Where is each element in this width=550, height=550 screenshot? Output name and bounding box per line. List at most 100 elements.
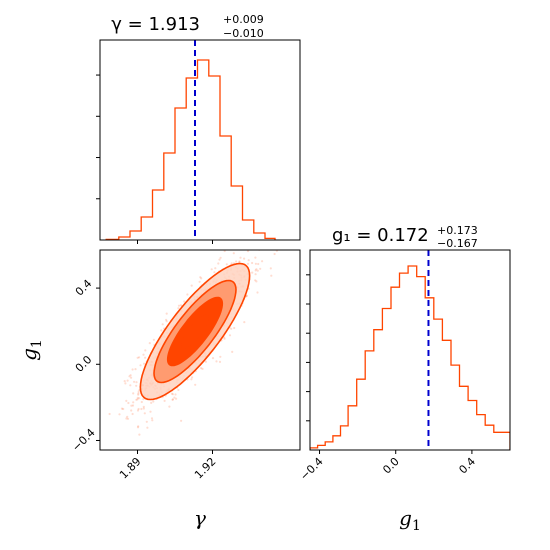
sample-point bbox=[127, 401, 130, 405]
sample-point bbox=[194, 383, 197, 386]
sample-point bbox=[136, 398, 139, 401]
sample-point bbox=[160, 329, 163, 332]
sample-point bbox=[130, 376, 133, 379]
y-tick-label: 0.0 bbox=[73, 353, 95, 375]
sample-point bbox=[255, 268, 258, 271]
sample-point bbox=[149, 410, 152, 413]
sample-point bbox=[165, 312, 168, 315]
y-tick-label: 0.4 bbox=[73, 277, 95, 299]
sample-point bbox=[230, 262, 233, 265]
joint-yticks: −0.4 0.0 0.4 bbox=[70, 277, 100, 454]
sample-point bbox=[171, 398, 174, 401]
sample-point bbox=[198, 280, 201, 283]
sample-point bbox=[136, 426, 140, 429]
sample-point bbox=[125, 417, 128, 420]
sample-point bbox=[230, 327, 233, 330]
sample-point bbox=[138, 433, 141, 436]
sample-point bbox=[152, 455, 154, 457]
sample-point bbox=[171, 393, 174, 396]
sample-point bbox=[125, 399, 128, 402]
sample-point bbox=[190, 284, 193, 287]
gamma-title-err-minus: −0.010 bbox=[223, 27, 264, 40]
sample-point bbox=[171, 398, 174, 401]
sample-point bbox=[254, 273, 257, 276]
x-tick-label: 1.92 bbox=[192, 455, 219, 482]
sample-point bbox=[168, 405, 171, 408]
sample-point bbox=[128, 375, 131, 378]
sample-point bbox=[243, 257, 246, 260]
sample-point bbox=[132, 401, 135, 404]
sample-point bbox=[144, 356, 147, 359]
sample-point bbox=[254, 262, 257, 265]
panel-joint-density: 1.89 1.92 −0.4 0.0 0.4 bbox=[70, 218, 301, 482]
sample-point bbox=[136, 396, 139, 399]
sample-point bbox=[233, 326, 236, 330]
sample-point bbox=[273, 252, 276, 256]
x-tick-label: −0.4 bbox=[298, 455, 326, 483]
sample-point bbox=[215, 360, 218, 363]
sample-point bbox=[131, 368, 134, 371]
sample-point bbox=[165, 318, 168, 321]
sample-point bbox=[248, 246, 250, 248]
sample-point bbox=[246, 262, 250, 265]
sample-point bbox=[151, 419, 154, 422]
sample-point bbox=[235, 260, 238, 263]
sample-point bbox=[122, 407, 125, 411]
g1-histogram-frame bbox=[309, 249, 511, 451]
sample-point bbox=[269, 267, 272, 270]
sample-point bbox=[219, 355, 222, 358]
sample-point bbox=[219, 256, 222, 259]
sample-point bbox=[180, 419, 183, 422]
sample-point bbox=[191, 376, 194, 379]
sample-point bbox=[261, 260, 264, 263]
sample-point bbox=[228, 334, 232, 337]
sample-point bbox=[177, 307, 180, 310]
sample-point bbox=[200, 277, 203, 280]
sample-point bbox=[144, 349, 147, 352]
sample-point bbox=[254, 256, 257, 259]
y-tick-label: −0.4 bbox=[70, 426, 98, 454]
sample-point bbox=[137, 425, 140, 428]
sample-point bbox=[126, 379, 129, 382]
sample-point bbox=[140, 400, 143, 404]
sample-point bbox=[234, 247, 236, 249]
sample-point bbox=[137, 407, 140, 411]
sample-point bbox=[186, 293, 189, 296]
panel-gamma-histogram: γ = 1.913 +0.009 −0.010 bbox=[96, 13, 301, 244]
sample-point bbox=[218, 258, 221, 261]
sample-point bbox=[165, 320, 168, 323]
g1-title-err-minus: −0.167 bbox=[437, 237, 478, 250]
sample-point bbox=[137, 392, 140, 395]
density-contour bbox=[181, 314, 209, 349]
sample-point bbox=[136, 356, 139, 359]
sample-point bbox=[134, 368, 137, 371]
sample-point bbox=[142, 398, 145, 401]
sample-point bbox=[136, 409, 140, 412]
gamma-title: γ = 1.913 bbox=[111, 14, 200, 35]
histogram-step-line bbox=[105, 59, 276, 240]
sample-point bbox=[177, 388, 180, 392]
sample-point bbox=[218, 360, 222, 363]
sample-point bbox=[120, 407, 124, 410]
sample-point bbox=[133, 380, 136, 383]
sample-point bbox=[177, 304, 181, 307]
panel-g1-histogram: −0.4 0.0 0.4 g₁ = 0.172 +0.173 −0.167 bbox=[298, 224, 511, 483]
sample-point bbox=[123, 380, 126, 383]
sample-point bbox=[247, 259, 250, 262]
sample-point bbox=[170, 392, 173, 395]
sample-point bbox=[137, 390, 140, 393]
sample-point bbox=[142, 353, 145, 356]
sample-point bbox=[231, 247, 233, 249]
sample-point bbox=[135, 384, 138, 387]
sample-point bbox=[106, 461, 108, 463]
y-axis-label-g1: g1 bbox=[17, 339, 45, 361]
g1-title-err-plus: +0.173 bbox=[437, 224, 478, 237]
sample-point bbox=[239, 218, 241, 220]
sample-point bbox=[250, 243, 252, 245]
sample-point bbox=[190, 378, 193, 381]
sample-point bbox=[256, 269, 259, 272]
sample-point bbox=[150, 401, 153, 404]
sample-point bbox=[126, 415, 129, 418]
sample-point bbox=[148, 342, 151, 345]
